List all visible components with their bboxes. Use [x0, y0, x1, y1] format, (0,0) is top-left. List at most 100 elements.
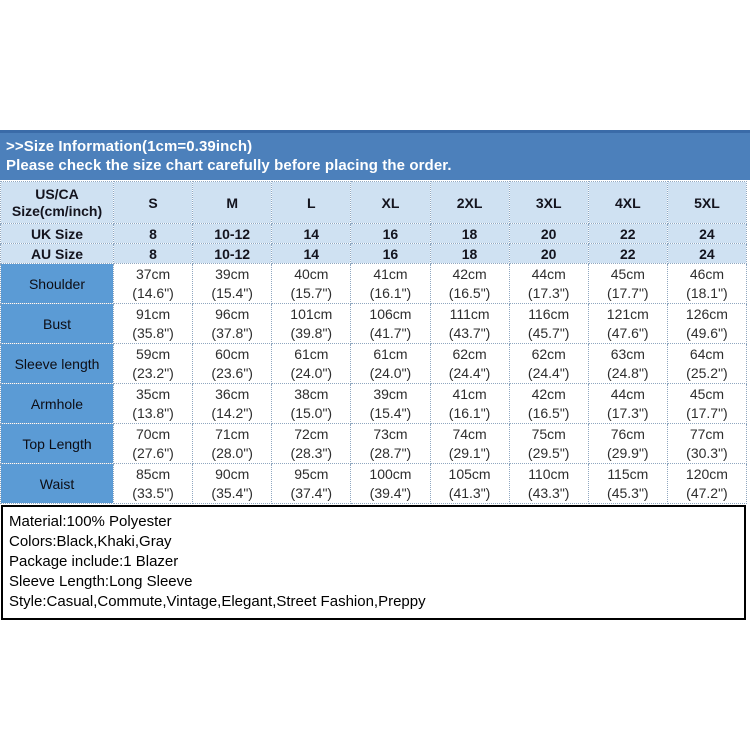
- measure-cell: 59cm (23.2"): [112, 343, 194, 384]
- cm-value: 46cm: [689, 265, 725, 282]
- measurement-row-top-length: Top Length 70cm (27.6") 71cm (28.0") 72cm (…: [0, 423, 748, 464]
- measure-label: Armhole: [0, 383, 114, 424]
- inch-value: (24.8"): [607, 364, 649, 381]
- cm-value: 44cm: [531, 265, 566, 282]
- size-chart-table: US/CA Size(cm/inch) S M L XL 2XL 3XL 4XL…: [0, 181, 748, 504]
- inch-value: (33.5"): [132, 484, 174, 501]
- inch-value: (27.6"): [132, 444, 174, 461]
- inch-value: (45.7"): [527, 324, 570, 341]
- inch-value: (16.1"): [369, 284, 412, 301]
- measure-cell: 62cm (24.4"): [508, 343, 589, 384]
- measure-label: Waist: [0, 463, 114, 504]
- measure-cell: 64cm (25.2"): [666, 343, 748, 384]
- inch-value: (35.8"): [132, 324, 174, 341]
- measure-cell: 62cm (24.4"): [429, 343, 510, 384]
- inch-value: (18.1"): [686, 284, 728, 301]
- inch-value: (16.5"): [448, 284, 491, 301]
- inch-value: (30.3"): [686, 444, 728, 461]
- measure-cell: 73cm (28.7"): [350, 423, 431, 464]
- measure-cell: 41cm (16.1"): [429, 383, 510, 424]
- measure-cell: 76cm (29.9"): [587, 423, 668, 464]
- inch-value: (25.2"): [686, 364, 728, 381]
- inch-value: (41.7"): [369, 324, 412, 341]
- measure-cell: 100cm (39.4"): [350, 463, 431, 504]
- cm-value: 62cm: [452, 345, 487, 362]
- inch-value: (14.6"): [132, 284, 174, 301]
- inch-value: (39.8"): [290, 324, 333, 341]
- cm-value: 70cm: [135, 425, 171, 442]
- cm-value: 116cm: [528, 305, 570, 322]
- inch-value: (43.7"): [448, 324, 491, 341]
- cm-value: 36cm: [215, 385, 250, 402]
- inch-value: (17.3"): [527, 284, 570, 301]
- detail-style: Style:Casual,Commute,Vintage,Elegant,Str…: [9, 593, 426, 610]
- measure-cell: 70cm (27.6"): [112, 423, 194, 464]
- measure-cell: 115cm (45.3"): [587, 463, 668, 504]
- measure-cell: 61cm (24.0"): [271, 343, 352, 384]
- inch-value: (23.6"): [211, 364, 253, 381]
- uk-size-cell: 20: [508, 223, 589, 244]
- corner-line-2: Size(cm/inch): [11, 202, 103, 219]
- measurement-row-sleeve-length: Sleeve length 59cm (23.2") 60cm (23.6") 61…: [0, 343, 748, 384]
- uk-size-cell: 18: [429, 223, 510, 244]
- cm-value: 91cm: [135, 305, 171, 322]
- cm-value: 38cm: [294, 385, 329, 402]
- measure-cell: 74cm (29.1"): [429, 423, 510, 464]
- measure-cell: 39cm (15.4"): [350, 383, 431, 424]
- measure-cell: 36cm (14.2"): [192, 383, 273, 424]
- measure-cell: 75cm (29.5"): [508, 423, 589, 464]
- size-col-header-s: S: [112, 181, 194, 224]
- cm-value: 115cm: [607, 465, 649, 482]
- au-size-cell: 24: [666, 243, 748, 264]
- measurement-row-armhole: Armhole 35cm (13.8") 36cm (14.2") 38cm (15.…: [0, 383, 748, 424]
- uk-size-cell: 16: [350, 223, 431, 244]
- inch-value: (28.0"): [211, 444, 253, 461]
- measure-cell: 105cm (41.3"): [429, 463, 510, 504]
- size-col-header-3xl: 3XL: [508, 181, 589, 224]
- inch-value: (35.4"): [211, 484, 253, 501]
- au-size-row: AU Size 8 10-12 14 16 18 20 22 24: [0, 243, 748, 264]
- size-col-header-5xl: 5XL: [666, 181, 748, 224]
- inch-value: (24.0"): [290, 364, 333, 381]
- cm-value: 126cm: [685, 305, 728, 322]
- cm-value: 100cm: [369, 465, 412, 482]
- cm-value: 77cm: [689, 425, 725, 442]
- cm-value: 75cm: [531, 425, 566, 442]
- measure-label: Bust: [0, 303, 114, 344]
- cm-value: 41cm: [452, 385, 487, 402]
- inch-value: (24.4"): [448, 364, 491, 381]
- measure-cell: 72cm (28.3"): [271, 423, 352, 464]
- detail-package: Package include:1 Blazer: [9, 553, 179, 570]
- inch-value: (16.1"): [448, 404, 491, 421]
- measure-cell: 106cm (41.7"): [350, 303, 431, 344]
- inch-value: (29.5"): [527, 444, 570, 461]
- measure-cell: 38cm (15.0"): [271, 383, 352, 424]
- cm-value: 111cm: [449, 305, 490, 322]
- au-size-cell: 8: [112, 243, 194, 264]
- cm-value: 62cm: [531, 345, 566, 362]
- inch-value: (28.3"): [290, 444, 333, 461]
- measure-cell: 45cm (17.7"): [666, 383, 748, 424]
- inch-value: (14.2"): [211, 404, 253, 421]
- au-size-cell: 16: [350, 243, 431, 264]
- uk-size-cell: 10-12: [192, 223, 273, 244]
- measure-cell: 90cm (35.4"): [192, 463, 273, 504]
- cm-value: 39cm: [215, 265, 250, 282]
- cm-value: 45cm: [689, 385, 725, 402]
- inch-value: (17.7"): [686, 404, 728, 421]
- cm-value: 95cm: [294, 465, 329, 482]
- measure-cell: 39cm (15.4"): [192, 263, 273, 304]
- cm-value: 121cm: [606, 305, 649, 322]
- measure-label: Top Length: [0, 423, 114, 464]
- size-info-banner: >>Size Information(1cm=0.39inch) Please …: [0, 130, 750, 180]
- inch-value: (17.7"): [607, 284, 649, 301]
- cm-value: 41cm: [373, 265, 408, 282]
- inch-value: (15.7"): [290, 284, 333, 301]
- uk-size-cell: 14: [271, 223, 352, 244]
- size-col-header-m: M: [192, 181, 273, 224]
- detail-sleeve-length: Sleeve Length:Long Sleeve: [9, 573, 193, 590]
- cm-value: 40cm: [294, 265, 329, 282]
- inch-value: (37.8"): [211, 324, 253, 341]
- au-size-cell: 22: [587, 243, 668, 264]
- cm-value: 42cm: [452, 265, 487, 282]
